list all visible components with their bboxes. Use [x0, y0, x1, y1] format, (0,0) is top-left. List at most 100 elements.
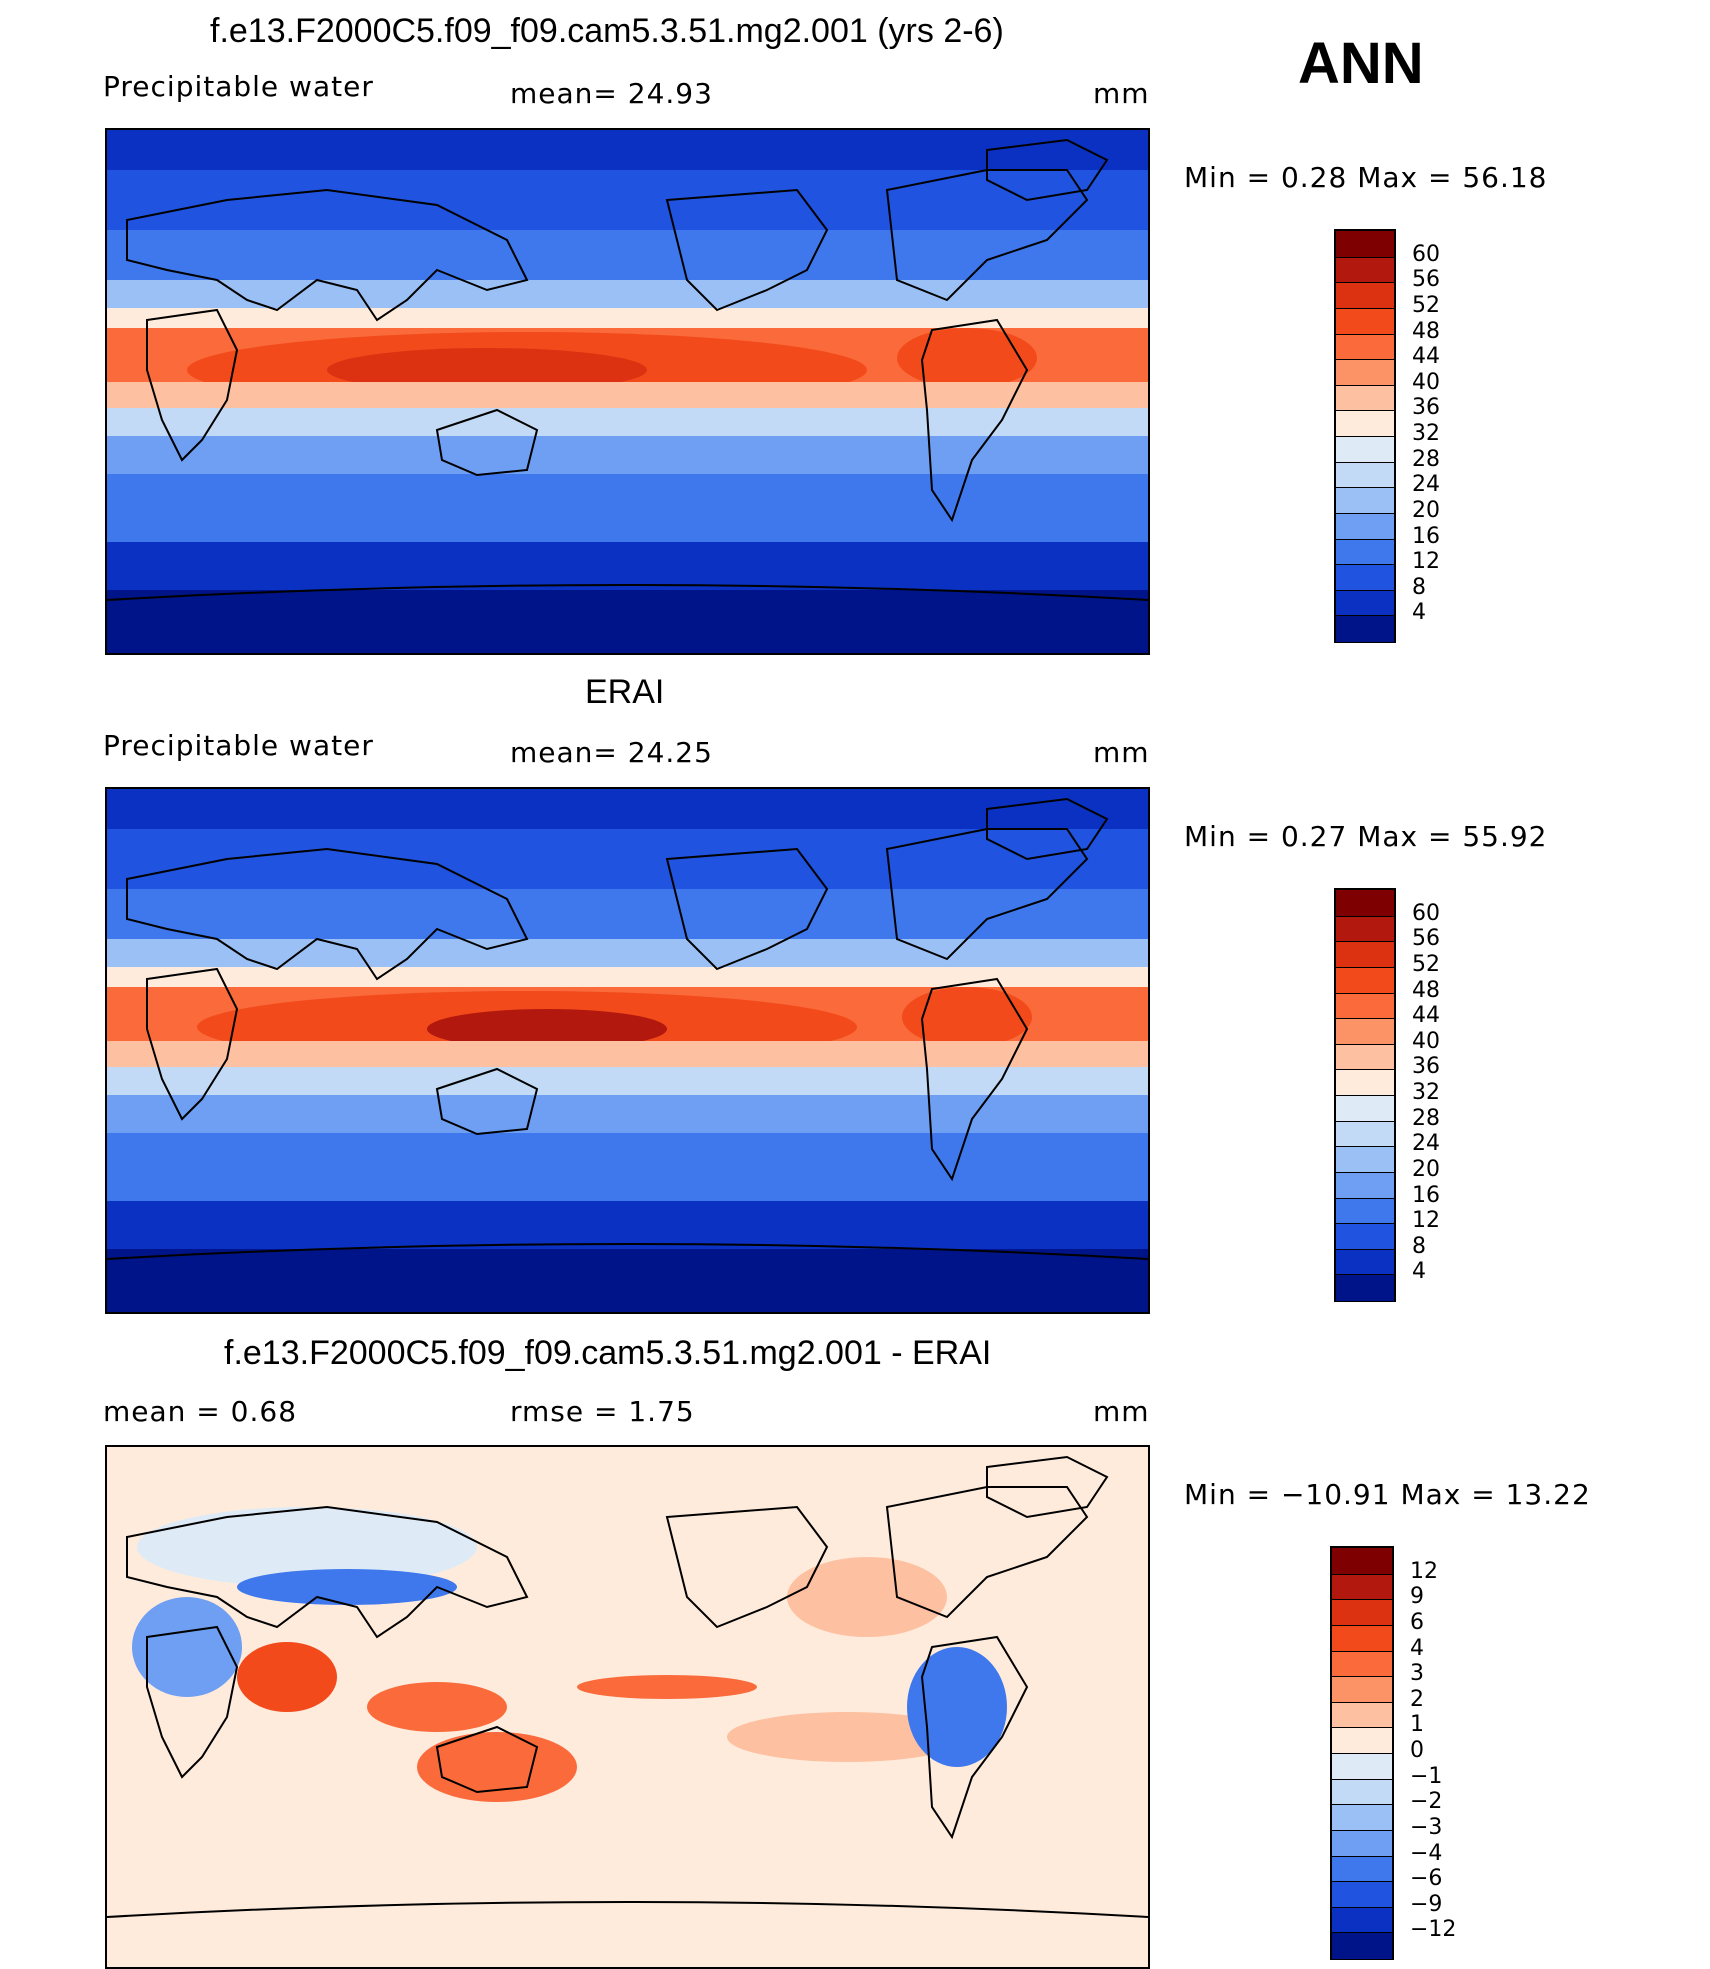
colorbar-swatch — [1336, 1171, 1394, 1199]
colorbar-tick-label: 12 — [1412, 549, 1440, 575]
colorbar-tick-label: 16 — [1412, 523, 1440, 549]
colorbar-swatch — [1336, 992, 1394, 1020]
panel-model-colorbar — [1334, 229, 1396, 643]
obs-field — [107, 789, 1148, 1312]
colorbar-tick-label: 60 — [1412, 900, 1440, 926]
panel-model-variable: Precipitable water — [103, 70, 374, 103]
colorbar-swatch — [1332, 1573, 1392, 1601]
colorbar-tick-label: 28 — [1412, 1105, 1440, 1131]
colorbar-swatch — [1332, 1727, 1392, 1754]
colorbar-swatch — [1336, 1095, 1394, 1122]
colorbar-swatch — [1336, 890, 1394, 916]
panel-obs-map — [105, 787, 1150, 1314]
colorbar-swatch — [1332, 1548, 1392, 1574]
colorbar-swatch — [1332, 1753, 1392, 1780]
colorbar-tick-label: 8 — [1412, 574, 1426, 600]
model-band-antarctic — [107, 590, 1148, 653]
colorbar-tick-label: 24 — [1412, 1131, 1440, 1157]
colorbar-tick-label: −9 — [1410, 1891, 1443, 1917]
colorbar-tick-label: −3 — [1410, 1814, 1443, 1840]
colorbar-tick-label: −4 — [1410, 1840, 1443, 1866]
colorbar-tick-label: 6 — [1410, 1609, 1424, 1635]
diff-africa-neg — [132, 1597, 242, 1697]
model-band-sh-sub — [107, 408, 1148, 438]
colorbar-swatch — [1336, 333, 1394, 361]
colorbar-tick-label: 9 — [1410, 1584, 1424, 1610]
colorbar-swatch — [1336, 1043, 1394, 1071]
obs-band-southern — [107, 1201, 1148, 1251]
colorbar-swatch — [1336, 359, 1394, 386]
colorbar-swatch — [1336, 307, 1394, 335]
colorbar-tick-label: 44 — [1412, 344, 1440, 370]
colorbar-swatch — [1336, 231, 1394, 257]
colorbar-swatch — [1332, 1829, 1392, 1857]
panel-diff-units: mm — [1093, 1395, 1150, 1428]
colorbar-tick-label: 12 — [1410, 1558, 1438, 1584]
colorbar-swatch — [1332, 1624, 1392, 1652]
colorbar-swatch — [1336, 941, 1394, 968]
obs-band-sh-high — [107, 1133, 1148, 1203]
colorbar-tick-label: 56 — [1412, 267, 1440, 293]
colorbar-swatch — [1332, 1932, 1392, 1959]
panel-model-minmax: Min = 0.28 Max = 56.18 — [1184, 161, 1548, 194]
panel-obs-title: ERAI — [585, 673, 665, 711]
model-field — [107, 130, 1148, 653]
colorbar-swatch — [1336, 256, 1394, 284]
colorbar-swatch — [1336, 615, 1394, 642]
colorbar-swatch — [1332, 1701, 1392, 1729]
model-band-sh-mid — [107, 436, 1148, 476]
model-amazon — [897, 328, 1037, 388]
obs-band-antarctic — [107, 1249, 1148, 1312]
colorbar-tick-label: 52 — [1412, 951, 1440, 977]
colorbar-tick-label: 2 — [1410, 1686, 1424, 1712]
colorbar-tick-label: 12 — [1412, 1208, 1440, 1234]
colorbar-swatch — [1336, 1223, 1394, 1250]
panel-diff-title: f.e13.F2000C5.f09_f09.cam5.3.51.mg2.001 … — [224, 1334, 992, 1372]
obs-band-sh-warm — [107, 1041, 1148, 1069]
diff-coastlines — [107, 1455, 1148, 1918]
colorbar-swatch — [1336, 1120, 1394, 1148]
diff-npac-pos — [787, 1557, 947, 1637]
colorbar-swatch — [1336, 461, 1394, 489]
colorbar-tick-label: 8 — [1412, 1233, 1426, 1259]
colorbar-swatch — [1332, 1650, 1392, 1678]
colorbar-tick-label: 52 — [1412, 292, 1440, 318]
model-coastlines — [107, 138, 1148, 601]
colorbar-swatch — [1332, 1906, 1392, 1934]
obs-coastlines — [107, 797, 1148, 1260]
colorbar-swatch — [1336, 564, 1394, 591]
diff-indo-pos — [367, 1682, 507, 1732]
panel-diff-mean: mean = 0.68 — [103, 1395, 298, 1428]
panel-obs-mean: mean= 24.25 — [510, 736, 713, 769]
colorbar-swatch — [1336, 282, 1394, 309]
obs-core — [427, 1009, 667, 1049]
colorbar-tick-label: 36 — [1412, 395, 1440, 421]
panel-model-map — [105, 128, 1150, 655]
diff-amazon-neg — [907, 1647, 1007, 1767]
colorbar-swatch — [1336, 1069, 1394, 1096]
model-core — [327, 348, 647, 392]
colorbar-swatch — [1336, 384, 1394, 412]
colorbar-tick-label: −2 — [1410, 1789, 1443, 1815]
colorbar-swatch — [1336, 1248, 1394, 1276]
colorbar-tick-label: 48 — [1412, 318, 1440, 344]
panel-diff-map — [105, 1445, 1150, 1969]
colorbar-tick-label: 20 — [1412, 497, 1440, 523]
colorbar-swatch — [1336, 487, 1394, 514]
panel-model-mean: mean= 24.93 — [510, 77, 713, 110]
panel-diff-minmax: Min = −10.91 Max = 13.22 — [1184, 1478, 1591, 1511]
colorbar-tick-label: 20 — [1412, 1156, 1440, 1182]
model-band-sh-high — [107, 474, 1148, 544]
panel-obs-colorbar — [1334, 888, 1396, 1302]
diff-indian-pos — [237, 1642, 337, 1712]
colorbar-tick-label: −12 — [1410, 1917, 1457, 1943]
colorbar-swatch — [1336, 1146, 1394, 1173]
colorbar-tick-label: 16 — [1412, 1182, 1440, 1208]
colorbar-tick-label: 4 — [1412, 1259, 1426, 1285]
panel-obs-units: mm — [1093, 736, 1150, 769]
colorbar-tick-label: 0 — [1410, 1738, 1424, 1763]
colorbar-tick-label: 4 — [1410, 1635, 1424, 1661]
obs-band-sh-mid — [107, 1095, 1148, 1135]
model-band-southern — [107, 542, 1148, 592]
colorbar-swatch — [1332, 1804, 1392, 1831]
